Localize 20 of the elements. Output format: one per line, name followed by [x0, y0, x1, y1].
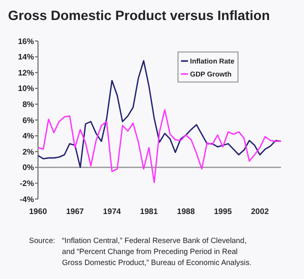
y-tick-label: 0% [22, 163, 34, 172]
y-tick-label: 4% [22, 132, 34, 141]
y-tick-label: -2% [20, 179, 34, 188]
x-tick-label: 1960 [29, 207, 48, 216]
y-tick-label: 2% [22, 147, 34, 156]
y-tick-label: 10% [18, 84, 34, 94]
line-series [37, 109, 282, 184]
x-tick-label: 1995 [214, 207, 232, 216]
x-tick-label: 1967 [66, 207, 84, 216]
chart-title: Gross Domestic Product versus Inflation [8, 8, 270, 23]
y-tick-label: 12% [18, 68, 34, 78]
y-tick-label: 8% [22, 100, 34, 109]
y-tick-label: 6% [22, 116, 34, 125]
x-tick-label: 1981 [140, 207, 158, 216]
y-tick-label: 16% [18, 36, 34, 46]
x-tick-label: 1974 [103, 207, 122, 216]
y-tick-label: 14% [18, 52, 34, 62]
x-tick-label: 2002 [250, 207, 270, 216]
x-tick-label: 1988 [177, 207, 196, 216]
y-tick-label: -4% [20, 194, 34, 204]
